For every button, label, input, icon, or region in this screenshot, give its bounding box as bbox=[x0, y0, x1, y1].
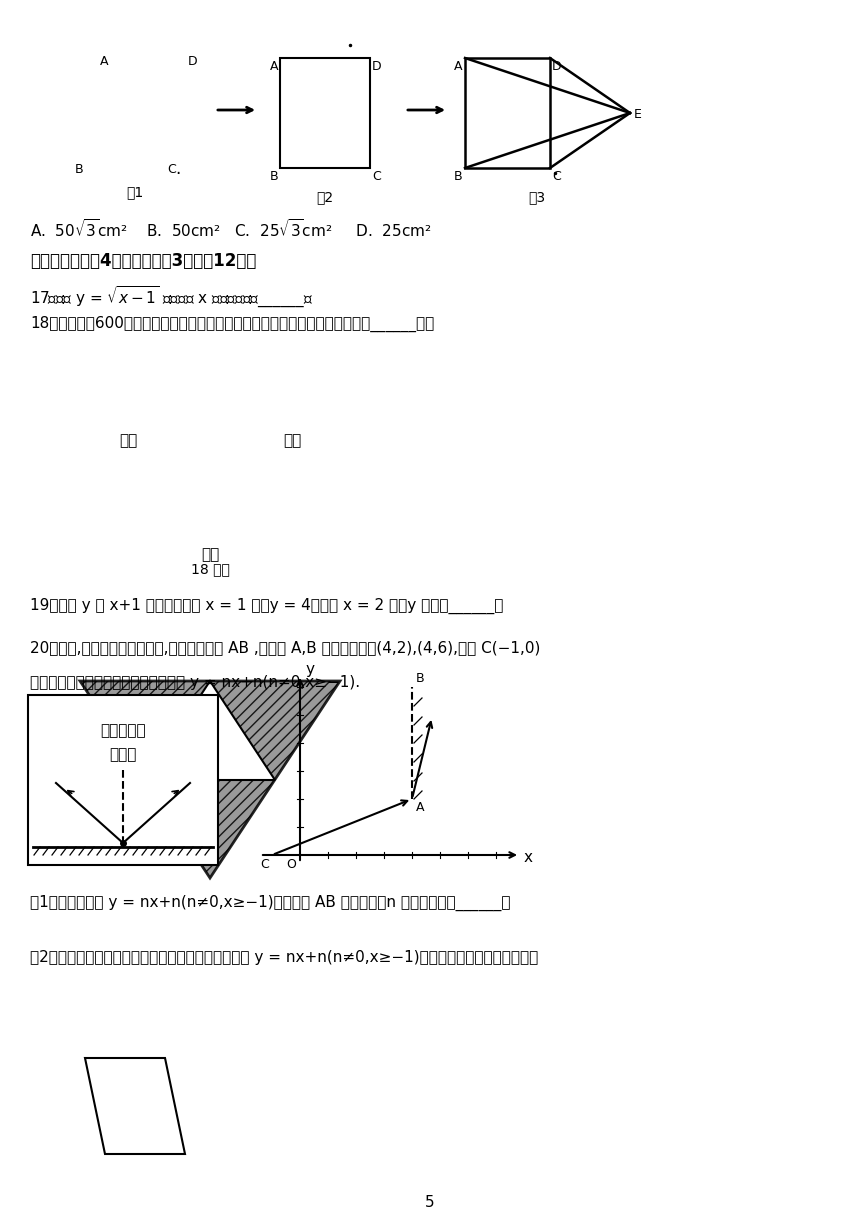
Text: 中点: 中点 bbox=[201, 547, 219, 562]
Text: 图2: 图2 bbox=[316, 190, 334, 204]
Text: 18．在周长为600米的三角形地块中修建如图所示的三条水渠，则水渠的总长为______米．: 18．在周长为600米的三角形地块中修建如图所示的三条水渠，则水渠的总长为___… bbox=[30, 316, 434, 332]
Text: 5: 5 bbox=[425, 1195, 435, 1210]
Text: y: y bbox=[305, 662, 314, 677]
Text: 18 题图: 18 题图 bbox=[191, 562, 230, 576]
Text: C: C bbox=[261, 858, 269, 871]
Text: 发射光线，其图象对应的函数解析式为 y = nx+n(n≠0,x≥−1).: 发射光线，其图象对应的函数解析式为 y = nx+n(n≠0,x≥−1). bbox=[30, 675, 360, 689]
Bar bbox=[28, 696, 218, 865]
Text: B: B bbox=[269, 170, 278, 182]
Text: 二．填空题（共4小题，每小题3分，共12分）: 二．填空题（共4小题，每小题3分，共12分） bbox=[30, 252, 256, 270]
Text: 19．已知 y 与 x+1 成正比例，当 x = 1 时，y = 4，则当 x = 2 时，y 的值是______．: 19．已知 y 与 x+1 成正比例，当 x = 1 时，y = 4，则当 x … bbox=[30, 598, 503, 614]
Text: 示意图: 示意图 bbox=[109, 747, 137, 762]
Bar bbox=[280, 58, 370, 168]
Text: 平面镜发射: 平面镜发射 bbox=[100, 724, 146, 738]
Text: （1）若入射光线 y = nx+n(n≠0,x≥−1)与平面镜 AB 有公共点，n 的取值范围是______．: （1）若入射光线 y = nx+n(n≠0,x≥−1)与平面镜 AB 有公共点，… bbox=[30, 895, 511, 911]
Text: 中点: 中点 bbox=[119, 433, 137, 449]
Text: B: B bbox=[74, 163, 83, 176]
Text: A: A bbox=[453, 60, 462, 73]
Text: （2）规定横坐标与纵坐标均为整数的点是整点，光线 y = nx+n(n≠0,x≥−1)经过镜面反射后，反射光线与: （2）规定横坐标与纵坐标均为整数的点是整点，光线 y = nx+n(n≠0,x≥… bbox=[30, 950, 538, 966]
Text: 图3: 图3 bbox=[528, 190, 545, 204]
Text: B: B bbox=[453, 170, 462, 182]
Text: .: . bbox=[175, 161, 181, 178]
Polygon shape bbox=[145, 681, 275, 779]
Text: 20．如图,在平面直角坐标系中,放置一平面镜 AB ,其中点 A,B 的坐标分别为(4,2),(4,6),从点 C(−1,0): 20．如图,在平面直角坐标系中,放置一平面镜 AB ,其中点 A,B 的坐标分别… bbox=[30, 640, 540, 655]
Text: A: A bbox=[269, 60, 278, 73]
Text: 中点: 中点 bbox=[283, 433, 301, 449]
Text: x: x bbox=[524, 850, 533, 866]
Text: A: A bbox=[100, 55, 108, 68]
Text: 17．函数 y = $\sqrt{x-1}$ 中自变量 x 的取值范围是______．: 17．函数 y = $\sqrt{x-1}$ 中自变量 x 的取值范围是____… bbox=[30, 285, 313, 310]
Polygon shape bbox=[80, 681, 340, 878]
Text: 图1: 图1 bbox=[126, 185, 144, 199]
Text: A.  50$\sqrt{3}$cm²    B.  50cm²   C.  25$\sqrt{3}$cm²     D.  25cm²: A. 50$\sqrt{3}$cm² B. 50cm² C. 25$\sqrt{… bbox=[30, 218, 432, 240]
Text: C: C bbox=[167, 163, 175, 176]
Text: B: B bbox=[416, 672, 425, 685]
Text: D: D bbox=[188, 55, 198, 68]
Text: A: A bbox=[416, 801, 425, 814]
Text: C: C bbox=[552, 170, 561, 182]
Text: E: E bbox=[634, 108, 642, 122]
Text: O: O bbox=[286, 858, 296, 871]
Text: D: D bbox=[372, 60, 382, 73]
Bar bbox=[465, 58, 550, 168]
Text: D: D bbox=[552, 60, 562, 73]
Text: C: C bbox=[372, 170, 381, 182]
